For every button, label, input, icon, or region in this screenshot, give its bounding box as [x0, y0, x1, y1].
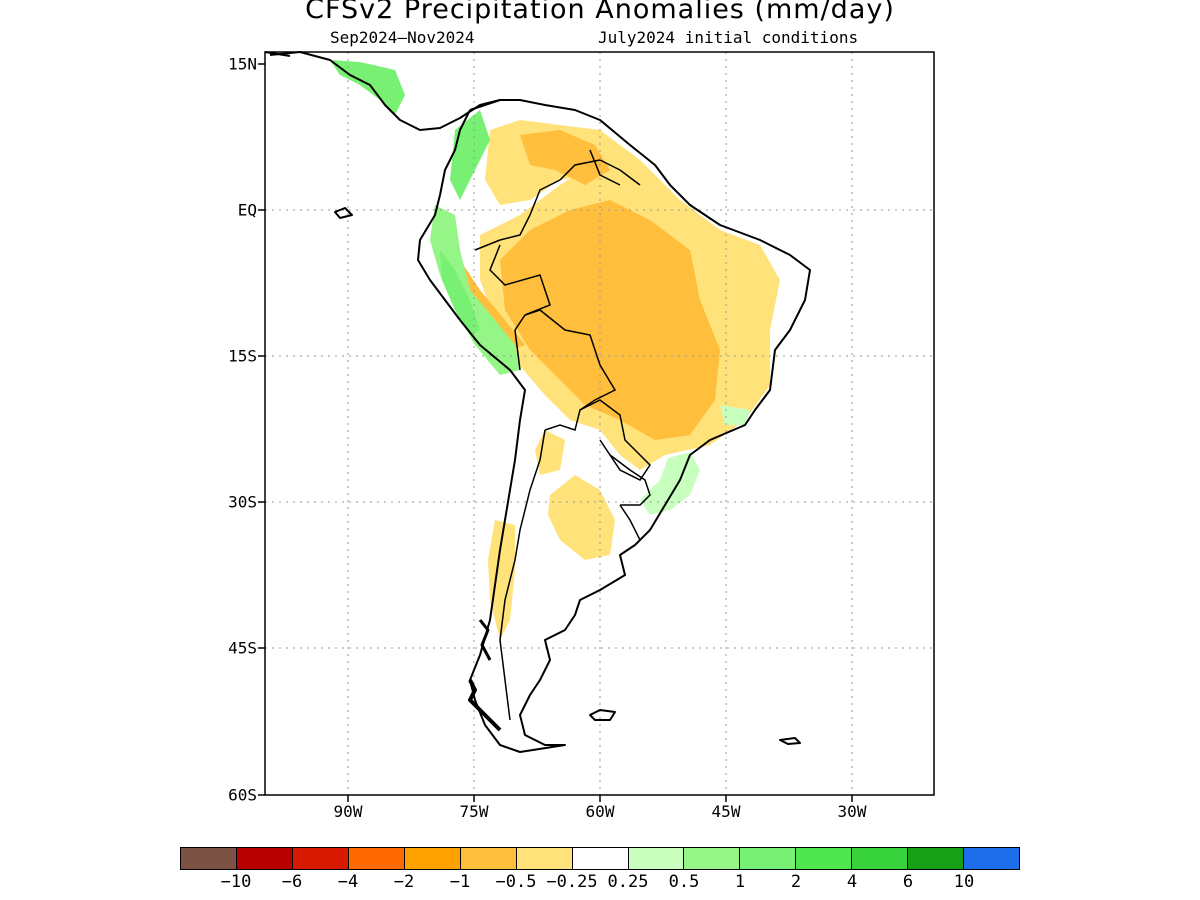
legend-swatch — [572, 848, 629, 869]
dry-area-amazon-core — [500, 200, 720, 440]
legend-label: −0.5 — [495, 872, 537, 892]
falklands — [589, 709, 616, 721]
lat-label: 15S — [228, 346, 257, 366]
legend-swatch — [684, 848, 741, 869]
lat-label: 30S — [228, 492, 257, 512]
south-georgia — [779, 737, 801, 745]
legend-swatch — [236, 848, 293, 869]
legend-label: −2 — [393, 872, 415, 892]
dry-area-paraguay — [535, 430, 565, 475]
dry-area-peru — [460, 260, 525, 350]
wet-area-andes-core — [440, 250, 480, 335]
south-america-coast — [417, 99, 811, 753]
chile-fjords — [468, 679, 502, 732]
forecast-period: Sep2024–Nov2024 — [330, 28, 475, 47]
legend-label: 6 — [902, 872, 914, 892]
legend-swatch — [404, 848, 461, 869]
map-title: CFSv2 Precipitation Anomalies (mm/day) — [305, 0, 895, 25]
lat-label: 15N — [228, 54, 257, 74]
legend-swatch — [181, 848, 237, 869]
central-america-coast — [269, 51, 501, 131]
wet-area-brazil-coast — [720, 405, 750, 425]
legend-swatch — [852, 848, 909, 869]
axis-ticks — [258, 63, 853, 802]
dry-area-central-argentina — [548, 475, 615, 560]
lon-label: 45W — [711, 802, 741, 821]
legend-swatch — [516, 848, 573, 869]
legend-label: 10 — [953, 872, 975, 892]
chile-islands — [478, 619, 492, 661]
legend-swatch — [460, 848, 517, 869]
galapagos — [334, 207, 353, 219]
legend-label: 4 — [846, 872, 858, 892]
legend-swatch — [908, 848, 965, 869]
dry-area-chile — [488, 520, 515, 640]
legend-swatch — [964, 848, 1020, 869]
legend-label: 0.5 — [668, 872, 700, 892]
legend-label: −0.25 — [546, 872, 598, 892]
legend-swatch — [740, 848, 797, 869]
wet-area-andes — [430, 205, 520, 375]
legend-swatch — [348, 848, 405, 869]
legend-label: −4 — [337, 872, 359, 892]
initial-conditions: July2024 initial conditions — [598, 28, 859, 47]
legend-label: −10 — [220, 872, 252, 892]
legend-label: −6 — [281, 872, 303, 892]
lon-label: 30W — [837, 802, 867, 821]
color-legend — [180, 847, 1020, 870]
country-borders — [474, 149, 651, 721]
legend-swatch — [628, 848, 685, 869]
legend-label: −1 — [449, 872, 471, 892]
legend-label: 2 — [790, 872, 802, 892]
lat-label: 45S — [228, 638, 257, 658]
lon-label: 75W — [459, 802, 489, 821]
lat-label: EQ — [237, 200, 257, 220]
graticule — [265, 52, 934, 795]
legend-swatch — [292, 848, 349, 869]
lat-label: 60S — [228, 785, 257, 805]
lon-label: 90W — [333, 802, 363, 821]
dry-area-guianas — [520, 130, 610, 185]
lon-label: 60W — [585, 802, 615, 821]
coastlines — [264, 51, 811, 753]
legend-label: 0.25 — [607, 872, 649, 892]
legend-label: 1 — [734, 872, 746, 892]
anomaly-shading — [330, 60, 780, 640]
wet-area-colombia — [450, 110, 490, 200]
legend-swatch — [796, 848, 853, 869]
